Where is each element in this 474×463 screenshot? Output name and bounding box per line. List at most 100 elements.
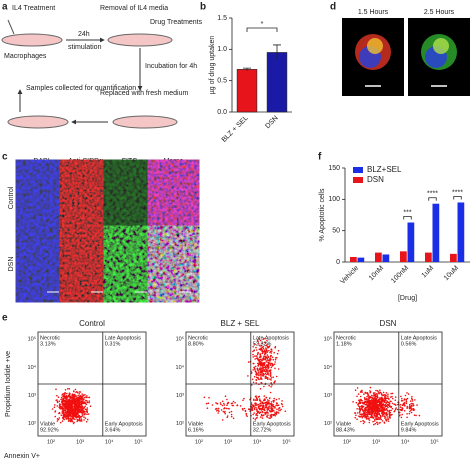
event-dot <box>261 342 263 345</box>
event-dot <box>63 405 66 407</box>
event-dot <box>260 345 262 347</box>
event-dot <box>84 408 87 411</box>
event-dot <box>411 398 414 401</box>
event-dot <box>374 404 376 407</box>
event-dot <box>259 398 261 400</box>
event-dot <box>232 404 235 407</box>
event-dot <box>354 416 357 419</box>
plot-title: BLZ + SEL <box>221 319 260 328</box>
event-dot <box>394 399 397 402</box>
event-dot <box>263 373 265 376</box>
event-dot <box>269 362 271 364</box>
significance: **** <box>452 189 463 196</box>
event-dot <box>366 398 368 400</box>
event-dot <box>276 402 278 404</box>
significance-bracket <box>428 197 437 201</box>
event-dot <box>270 416 273 418</box>
event-dot <box>387 395 389 397</box>
event-dot <box>261 367 263 370</box>
event-dot <box>66 403 68 406</box>
event-dot <box>372 420 374 423</box>
x-tick-label: 1uM <box>421 265 436 280</box>
event-dot <box>263 408 266 411</box>
event-dot <box>378 407 381 410</box>
event-dot <box>255 406 257 409</box>
y-tick-label: 10⁵ <box>176 336 184 343</box>
event-dot <box>253 349 255 352</box>
event-dot <box>75 412 77 414</box>
event-dot <box>380 403 383 405</box>
event-dot <box>360 405 363 408</box>
event-dot <box>410 409 412 412</box>
event-dot <box>80 419 82 422</box>
event-dot <box>381 420 384 422</box>
event-dot <box>224 412 226 415</box>
micrograph <box>64 166 107 230</box>
event-dot <box>389 411 392 414</box>
event-dot <box>274 411 276 414</box>
event-dot <box>259 363 261 365</box>
event-dot <box>400 409 403 412</box>
event-dot <box>385 395 387 397</box>
event-dot <box>69 418 72 420</box>
event-dot <box>268 384 271 387</box>
event-dot <box>61 407 64 410</box>
event-dot <box>236 404 238 407</box>
event-dot <box>274 361 276 363</box>
event-dot <box>360 413 362 416</box>
event-dot <box>205 402 208 405</box>
event-dot <box>276 404 279 407</box>
bar <box>236 69 258 113</box>
event-dot <box>83 396 86 399</box>
event-dot <box>62 407 65 410</box>
event-dot <box>393 410 396 413</box>
bar <box>266 52 288 113</box>
event-dot <box>359 395 362 398</box>
event-dot <box>410 411 413 414</box>
y-tick-label: 1.0 <box>217 46 227 53</box>
event-dot <box>366 414 369 416</box>
error-bar <box>243 67 251 71</box>
x-tick-label: DSN <box>264 115 279 130</box>
event-dot <box>274 367 276 370</box>
event-dot <box>253 375 256 378</box>
event-dot <box>383 407 386 409</box>
dish <box>112 115 178 129</box>
event-dot <box>250 384 253 386</box>
label: stimulation <box>68 44 102 51</box>
pipette <box>7 19 15 35</box>
event-dot <box>412 405 414 407</box>
event-dot <box>87 396 89 399</box>
y-tick-label: 0.0 <box>217 109 227 116</box>
event-dot <box>280 408 282 411</box>
scatter <box>352 386 421 426</box>
event-dot <box>368 402 370 405</box>
event-dot <box>360 398 362 401</box>
event-dot <box>61 399 63 401</box>
quadrant-value: 52.32% <box>253 341 272 347</box>
event-dot <box>394 403 396 406</box>
event-dot <box>361 415 363 418</box>
event-dot <box>399 406 402 408</box>
y-tick-label: 10⁴ <box>176 364 185 371</box>
event-dot <box>216 410 218 412</box>
event-dot <box>358 406 361 408</box>
event-dot <box>362 415 365 418</box>
panel-letter: a <box>2 2 8 13</box>
event-dot <box>65 401 67 404</box>
x-tick-label: 10⁴ <box>253 438 262 445</box>
event-dot <box>354 389 357 392</box>
event-dot <box>68 393 71 396</box>
event-dot <box>255 355 258 357</box>
event-dot <box>61 420 64 422</box>
event-dot <box>74 416 77 418</box>
event-dot <box>376 400 378 403</box>
event-dot <box>59 408 62 410</box>
event-dot <box>228 408 230 410</box>
event-dot <box>54 404 56 406</box>
event-dot <box>378 401 380 403</box>
event-dot <box>373 420 376 422</box>
event-dot <box>380 415 382 418</box>
event-dot <box>257 376 259 379</box>
y-axis-label: µg of drug uptaken <box>209 36 216 95</box>
